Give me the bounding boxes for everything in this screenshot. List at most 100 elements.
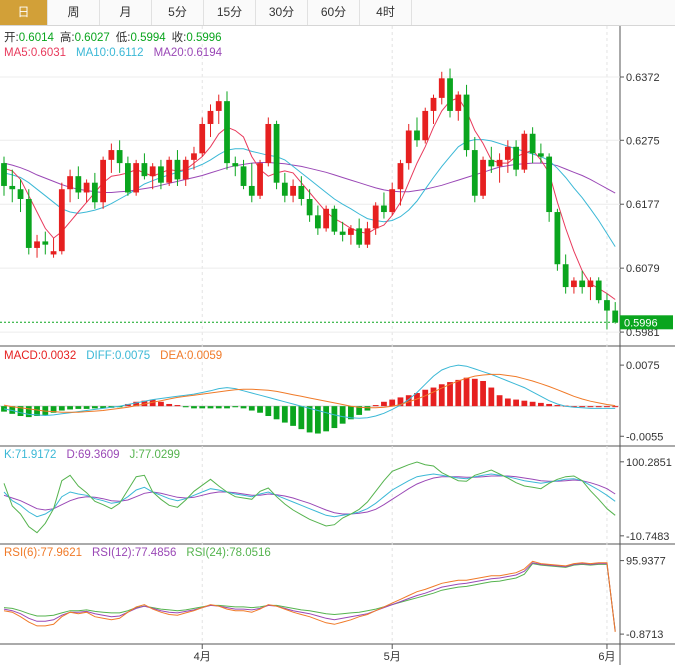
candle-body	[546, 156, 553, 213]
candle-body	[537, 153, 544, 157]
macd-bar	[537, 402, 544, 407]
price-tick-label: 0.6275	[626, 135, 660, 147]
candle	[455, 91, 462, 121]
candle	[224, 91, 230, 170]
rsi-header-item: RSI(6):77.9621	[4, 547, 82, 559]
date-label: 4月	[194, 651, 211, 663]
macd-bar	[199, 406, 206, 409]
macd-bar	[58, 406, 65, 411]
candle	[595, 277, 602, 304]
rsi24-line	[3, 563, 616, 631]
candle	[166, 156, 173, 186]
candle	[438, 71, 445, 105]
macd-bar	[546, 403, 553, 407]
tab-2[interactable]: 月	[100, 0, 152, 25]
candle-body	[314, 215, 321, 229]
candle-body	[232, 163, 239, 167]
ohlc-part: 0.5994	[130, 32, 166, 44]
candle	[34, 234, 40, 258]
macd-bar	[480, 380, 486, 407]
candle-body	[463, 94, 470, 151]
period-tabs: 日周月 5分 15分 30分 60分 4时	[0, 0, 675, 26]
candle	[199, 117, 206, 157]
candle-body	[9, 185, 16, 190]
macd-tick-label: -0.0055	[626, 431, 663, 443]
candle-body	[224, 101, 230, 164]
macd-bar	[149, 399, 156, 407]
macd-bar	[513, 399, 519, 407]
macd-bar	[372, 405, 379, 407]
rsi-header: RSI(6):77.9621 RSI(12):77.4856 RSI(24):78.…	[4, 547, 271, 559]
candle-body	[422, 110, 429, 141]
candle	[537, 143, 544, 164]
ma-header-item: MA10:0.6112	[76, 47, 144, 59]
macd-bar	[100, 406, 107, 409]
kdj-header-item: D:69.3609	[66, 449, 119, 461]
candle-body	[504, 146, 511, 160]
axis-labels: 4月 5月 6月 0.6372 0.6275 0.6177 0.6079 0.59810.59…	[194, 72, 673, 663]
macd-bar	[116, 406, 123, 408]
ohlc-part: 0.5996	[186, 32, 221, 44]
candle-body	[50, 251, 57, 255]
macd-bar	[182, 406, 189, 408]
ohlc-header: 开:0.6014 高:0.6027 低:0.5994 收:0.5996	[4, 30, 222, 44]
candle	[232, 156, 239, 177]
candle	[133, 159, 140, 196]
candle-body	[447, 78, 453, 111]
kdj-header: K:71.9172 D:69.3609 J:77.0299	[4, 449, 180, 461]
candle	[83, 179, 90, 203]
macd-bar	[331, 406, 338, 429]
candle	[116, 140, 123, 173]
tab-6[interactable]: 60分	[308, 0, 360, 25]
ohlc-part: 0.6014	[19, 32, 55, 44]
candle-body	[265, 123, 272, 164]
candle-body	[290, 185, 296, 196]
macd-bar	[281, 406, 288, 423]
candle	[381, 192, 387, 219]
candle	[273, 120, 280, 190]
candle-body	[571, 280, 577, 288]
candle	[546, 153, 553, 222]
candle-body	[323, 208, 330, 229]
candle-body	[471, 150, 478, 196]
candle	[298, 176, 305, 206]
candle	[488, 146, 495, 173]
candle-body	[579, 280, 586, 288]
tab-1[interactable]: 周	[48, 0, 100, 25]
tab-7[interactable]: 4时	[360, 0, 412, 25]
rsi-header-item: RSI(12):77.4856	[92, 547, 176, 559]
candle	[9, 169, 16, 203]
macd-bar	[215, 406, 222, 409]
candle-body	[397, 163, 404, 190]
candle	[471, 137, 478, 203]
candle-body	[513, 146, 519, 170]
candle	[108, 143, 115, 173]
macd-bar	[430, 387, 437, 407]
macd-bar	[356, 406, 363, 415]
candle-body	[215, 101, 222, 111]
tab-0[interactable]: 日	[0, 0, 48, 25]
macd-bar	[273, 406, 280, 420]
candle	[240, 159, 247, 190]
candle	[149, 163, 156, 190]
price-tick-label: 0.6177	[626, 199, 660, 211]
candle-body	[199, 123, 206, 154]
candle	[306, 189, 313, 222]
candle	[364, 221, 371, 248]
rsi-tick-label: -0.8713	[626, 629, 663, 641]
macd-bar	[389, 399, 396, 407]
candle-body	[604, 300, 610, 311]
ohlc-part: 低:	[116, 31, 131, 44]
candle-body	[339, 231, 346, 235]
candle-body	[158, 166, 164, 183]
tab-4[interactable]: 15分	[204, 0, 256, 25]
macd-bar	[612, 406, 619, 408]
candle-body	[108, 150, 115, 160]
candle	[50, 238, 57, 258]
candle	[513, 140, 519, 177]
candle-body	[240, 166, 247, 186]
macd-bar	[240, 406, 247, 409]
tab-5[interactable]: 30分	[256, 0, 308, 25]
candle	[257, 159, 263, 199]
tab-3[interactable]: 5分	[152, 0, 204, 25]
